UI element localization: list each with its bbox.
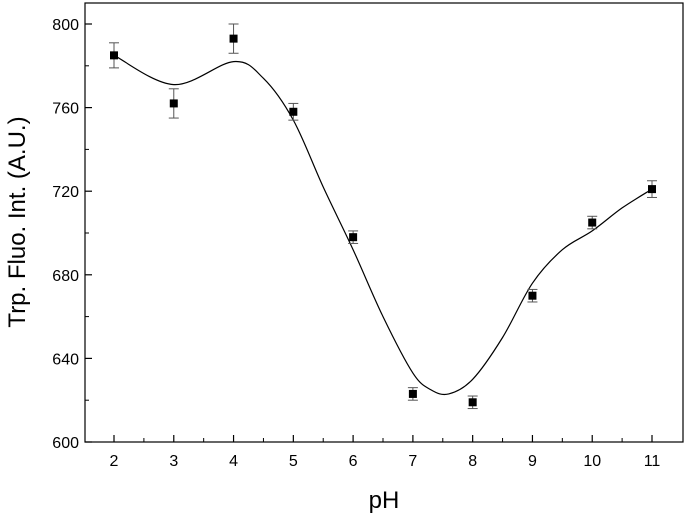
data-points: [110, 34, 656, 407]
x-tick-label: 2: [110, 453, 119, 470]
x-axis-ticks: [113, 435, 653, 442]
x-tick-label: 8: [468, 453, 477, 470]
x-tick-label: 9: [528, 453, 537, 470]
x-tick-label: 3: [169, 453, 178, 470]
error-bars: [109, 23, 657, 410]
y-tick-labels: 600 640 680 720 760 800: [52, 17, 79, 452]
data-point: [169, 99, 178, 108]
x-tick-label: 4: [229, 453, 238, 470]
fit-curve: [113, 54, 653, 396]
data-point: [110, 51, 118, 60]
y-tick-label: 720: [52, 184, 79, 201]
data-point: [408, 389, 417, 398]
y-tick-label: 600: [52, 435, 79, 452]
x-tick-labels: 2 3 4 5 6 7 8 9 10 11: [110, 453, 661, 470]
data-point: [648, 185, 656, 194]
plot-frame: [84, 2, 684, 443]
y-tick-label: 680: [52, 268, 79, 285]
y-axis-ticks: [85, 23, 92, 443]
x-tick-label: 5: [289, 453, 298, 470]
x-tick-label: 10: [583, 453, 601, 470]
x-tick-label: 7: [408, 453, 417, 470]
data-point: [528, 291, 537, 300]
x-tick-label: 11: [644, 453, 661, 470]
y-tick-label: 800: [52, 17, 79, 34]
data-point: [229, 34, 238, 43]
y-axis-title: Trp. Fluo. Int. (A.U.): [4, 116, 31, 327]
data-point: [289, 107, 298, 116]
data-point: [468, 398, 477, 407]
data-point: [588, 218, 597, 227]
x-axis-title: pH: [369, 487, 400, 514]
y-tick-label: 640: [52, 351, 79, 368]
y-tick-label: 760: [52, 101, 79, 118]
x-tick-label: 6: [349, 453, 358, 470]
data-point: [349, 233, 358, 242]
